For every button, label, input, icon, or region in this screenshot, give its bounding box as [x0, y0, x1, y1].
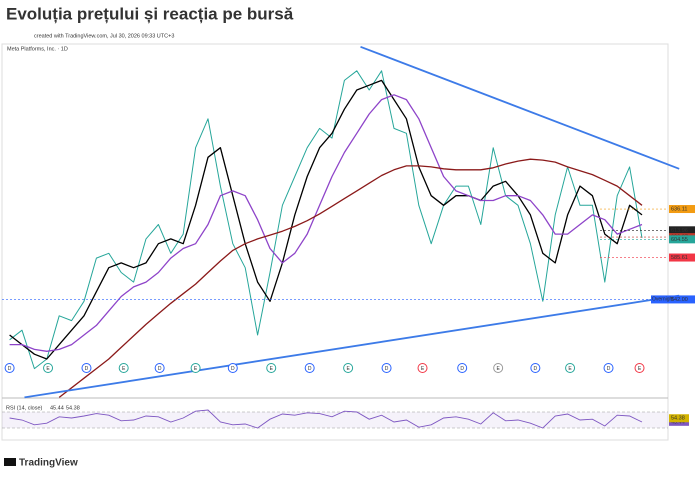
event-label: E	[270, 366, 274, 372]
rsi-line	[9, 409, 643, 429]
price-tag: Overnight	[652, 297, 674, 303]
trendline	[360, 45, 680, 170]
moving-average	[58, 158, 643, 398]
event-marker	[493, 363, 504, 373]
event-label: E	[122, 366, 126, 372]
event-label: D	[385, 366, 389, 372]
event-label: D	[158, 366, 162, 372]
event-label: E	[568, 366, 572, 372]
event-marker	[304, 363, 315, 373]
price-tag-box	[651, 295, 669, 304]
event-marker	[266, 363, 277, 373]
event-marker	[530, 363, 541, 373]
event-marker	[343, 363, 354, 373]
event-label: E	[194, 366, 198, 372]
rsi-reading-label: 54.38	[671, 416, 685, 422]
price-line	[9, 70, 643, 370]
rsi-reading: 54.38	[66, 405, 80, 411]
event-marker	[81, 363, 92, 373]
event-marker	[154, 363, 165, 373]
symbol-label: Meta Platforms, Inc. · 1D	[7, 46, 68, 52]
rsi-band-fill	[2, 412, 668, 428]
trendline	[24, 294, 680, 399]
event-marker	[118, 363, 129, 373]
price-label-box	[669, 235, 695, 244]
event-label: E	[421, 366, 425, 372]
event-label: D	[607, 366, 611, 372]
rsi-reading: 45.44	[50, 405, 64, 411]
plot-area	[9, 70, 643, 398]
rsi-reading-box	[669, 414, 689, 423]
overlay: 636.11613.96606.87604.55585.61542.00Over…	[2, 45, 695, 429]
rsi-reading-label: 45.44	[671, 419, 685, 425]
moving-average	[9, 94, 643, 352]
event-label: D	[8, 366, 12, 372]
event-marker	[190, 363, 201, 373]
brand-logo	[4, 458, 16, 466]
price-label-box	[669, 226, 695, 235]
price-label: 604.55	[671, 237, 688, 243]
event-marker	[457, 363, 468, 373]
event-label: D	[460, 366, 464, 372]
event-marker	[417, 363, 428, 373]
event-marker	[634, 363, 645, 373]
plot-frame	[1, 43, 669, 441]
event-label: E	[496, 366, 500, 372]
price-label-box	[669, 253, 695, 262]
chart-subtitle: created with TradingView.com, Jul 30, 20…	[34, 33, 174, 39]
price-label: 613.96	[671, 228, 688, 234]
event-label: E	[346, 366, 350, 372]
chart-title: Evoluția prețului și reacția pe bursă	[6, 4, 294, 23]
moving-average	[9, 79, 643, 360]
event-marker	[4, 363, 15, 373]
price-label-box	[669, 295, 695, 304]
event-label: D	[308, 366, 312, 372]
brand: TradingView	[19, 458, 78, 469]
price-label-box	[669, 205, 695, 214]
event-marker	[227, 363, 238, 373]
event-label: E	[46, 366, 50, 372]
price-label: 585.61	[671, 255, 688, 261]
price-label: 542.00	[671, 297, 688, 303]
rsi-label: RSI (14, close)	[6, 405, 43, 411]
event-label: E	[638, 366, 642, 372]
event-marker	[381, 363, 392, 373]
event-marker	[603, 363, 614, 373]
event-marker	[43, 363, 54, 373]
price-label: 636.11	[671, 206, 687, 212]
event-label: D	[231, 366, 235, 372]
event-label: D	[534, 366, 538, 372]
event-marker	[565, 363, 576, 373]
event-label: D	[85, 366, 89, 372]
